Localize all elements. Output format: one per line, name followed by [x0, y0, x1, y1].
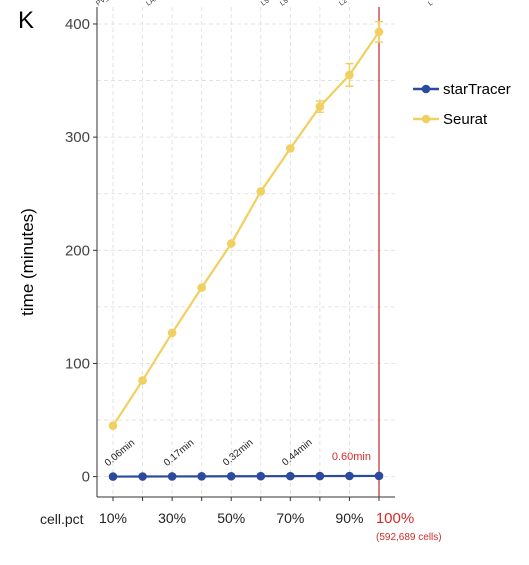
top-label: LAM	[145, 0, 161, 8]
data-point-starTracer	[256, 471, 266, 481]
legend-marker	[421, 114, 431, 124]
y-tick-label: 0	[82, 469, 90, 486]
legend: starTracer Seurat	[413, 81, 511, 128]
legend-label: Seurat	[443, 111, 488, 128]
panel-letter: K	[18, 7, 34, 34]
y-tick-label: 200	[65, 242, 90, 259]
legend-label: starTracer	[443, 81, 511, 98]
legend-marker	[421, 84, 431, 94]
top-label: PV_	[95, 0, 110, 8]
data-point-Seurat	[315, 102, 325, 111]
y-axis-title: time (minutes)	[18, 208, 37, 316]
axes	[96, 7, 395, 498]
data-point-Seurat	[286, 144, 295, 153]
data-point-starTracer	[286, 471, 295, 481]
data-point-Seurat	[345, 70, 354, 80]
data-point-Seurat	[256, 187, 266, 196]
top-label: L5-6	[279, 0, 295, 8]
data-point-Seurat	[108, 421, 118, 431]
top-label: L	[427, 0, 434, 8]
y-tick-label: 300	[65, 129, 90, 146]
data-point-starTracer	[226, 471, 236, 481]
x-axis-title: cell.pct	[40, 511, 84, 527]
data-point-Seurat	[138, 376, 147, 385]
annotation-label: 0.32min	[221, 437, 255, 468]
data-point-starTracer	[197, 472, 206, 481]
series	[108, 20, 384, 481]
x-tick-label: 30%	[158, 510, 186, 526]
annotation-label: 0.17min	[162, 437, 196, 468]
grid	[97, 7, 395, 497]
x-tick-label: 10%	[99, 510, 127, 526]
data-point-starTracer	[315, 471, 325, 481]
x-tick-label: 70%	[276, 510, 304, 526]
data-point-Seurat	[197, 283, 206, 292]
series-line-starTracer	[112, 474, 380, 478]
data-point-starTracer	[167, 472, 177, 481]
y-tick-label: 100	[65, 355, 90, 372]
data-point-Seurat	[167, 328, 177, 338]
top-labels: PV_ LAM L5 L5-6 L2 L	[95, 0, 434, 8]
data-point-Seurat	[226, 239, 236, 248]
data-point-starTracer	[345, 471, 354, 481]
x-tick-label: 100%	[376, 510, 414, 527]
top-label: L5	[260, 0, 270, 8]
data-point-Seurat	[374, 27, 384, 37]
x-tick-label: 90%	[335, 510, 363, 526]
data-point-starTracer	[108, 472, 118, 481]
top-label: L2	[338, 0, 348, 8]
annotation-label: 0.44min	[280, 437, 314, 468]
x-tick-label: 50%	[217, 510, 245, 526]
x-ticks: 10% 30% 50% 70% 90% 100%	[99, 497, 414, 527]
annotation-label: 0.60min	[332, 451, 371, 463]
y-tick-label: 400	[65, 16, 90, 33]
data-point-starTracer	[374, 471, 384, 481]
series-line-Seurat	[112, 31, 380, 427]
y-ticks: 0 100 200 300 400	[65, 16, 97, 486]
annotation-label: 0.06min	[103, 438, 137, 469]
annotations: 0.06min 0.17min 0.32min 0.44min 0.60min	[103, 437, 371, 469]
highlight-note: (592,689 cells)	[376, 532, 442, 543]
data-point-starTracer	[138, 472, 147, 481]
